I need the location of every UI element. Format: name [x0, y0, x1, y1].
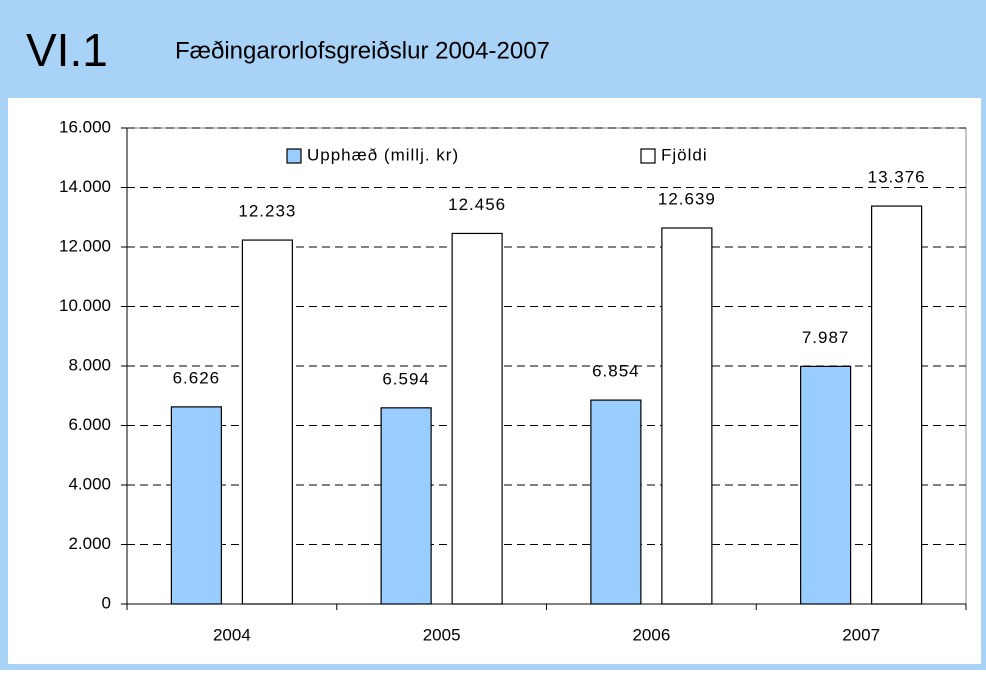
chart-title: Fæðingarorlofsgreiðslur 2004-2007: [175, 37, 550, 64]
y-tick-label: 6.000: [68, 415, 111, 434]
x-tick-label: 2005: [423, 625, 461, 644]
value-label: 12.639: [658, 189, 716, 208]
y-tick-label: 10.000: [59, 296, 111, 315]
bar: [661, 227, 713, 605]
value-label: 12.233: [238, 202, 296, 221]
y-tick-label: 14.000: [59, 177, 111, 196]
legend-swatch: [640, 148, 656, 164]
y-tick-label: 12.000: [59, 236, 111, 255]
x-tick-label: 2006: [632, 625, 670, 644]
value-label: 13.376: [868, 168, 926, 187]
bar: [380, 407, 432, 605]
y-tick-label: 2.000: [68, 534, 111, 553]
value-label: 6.594: [382, 369, 430, 388]
bar: [451, 232, 503, 605]
y-tick-label: 4.000: [68, 474, 111, 493]
y-tick-label: 16.000: [59, 117, 111, 136]
value-label: 7.987: [802, 328, 850, 347]
bar: [871, 205, 923, 605]
x-tick-label: 2004: [213, 625, 251, 644]
bar: [241, 239, 293, 605]
bar: [800, 365, 852, 605]
bar: [170, 406, 222, 605]
legend-label: Fjöldi: [661, 145, 708, 164]
value-label: 12.456: [448, 195, 506, 214]
y-tick-label: 0: [102, 593, 111, 612]
y-tick-label: 8.000: [68, 355, 111, 374]
legend-swatch: [286, 148, 302, 164]
legend-label: Upphæð (millj. kr): [307, 145, 459, 164]
section-number: VI.1: [26, 24, 108, 76]
bar: [590, 399, 642, 605]
x-tick-label: 2007: [842, 625, 880, 644]
value-label: 6.854: [592, 362, 640, 381]
value-label: 6.626: [173, 368, 221, 387]
